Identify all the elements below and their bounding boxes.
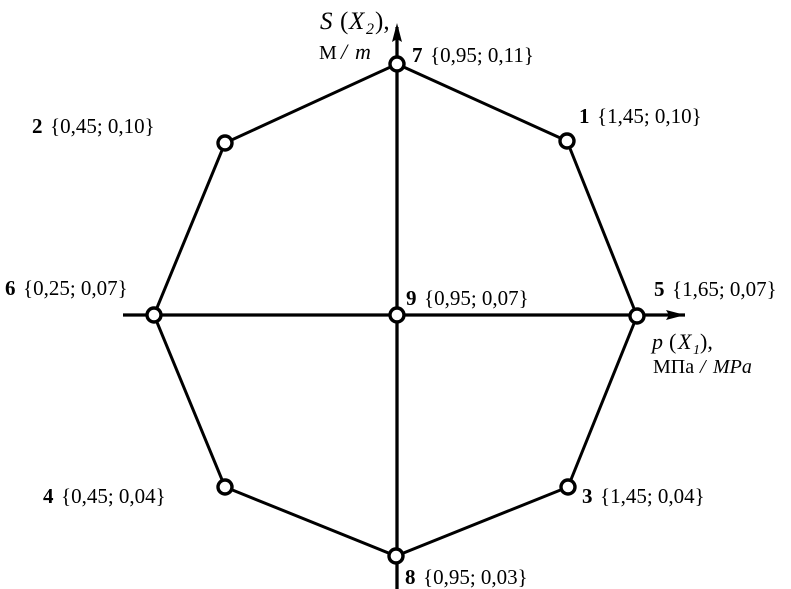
svg-text:1: 1 [579, 104, 590, 128]
svg-text:{0,95; 0,11}: {0,95; 0,11} [430, 43, 534, 67]
svg-text:S: S [320, 8, 333, 35]
svg-text:/: / [699, 356, 708, 378]
svg-text:X: X [348, 8, 366, 35]
svg-text:3: 3 [582, 484, 593, 508]
svg-text:8: 8 [405, 565, 416, 589]
svg-text:{0,95; 0,03}: {0,95; 0,03} [423, 565, 528, 589]
svg-text:МПа: МПа [653, 356, 694, 378]
svg-text:{1,45; 0,04}: {1,45; 0,04} [600, 484, 705, 508]
svg-text:/: / [339, 39, 349, 64]
svg-text:{0,45; 0,10}: {0,45; 0,10} [50, 114, 155, 138]
svg-text:{0,45; 0,04}: {0,45; 0,04} [61, 484, 166, 508]
svg-text:6: 6 [5, 276, 16, 300]
svg-text:9: 9 [406, 286, 417, 310]
svg-text:m: m [355, 39, 371, 64]
svg-text:{1,45; 0,10}: {1,45; 0,10} [597, 104, 702, 128]
svg-text:2: 2 [366, 21, 374, 38]
svg-text:),: ), [700, 329, 713, 354]
svg-text:{0,95; 0,07}: {0,95; 0,07} [424, 286, 529, 310]
svg-text:p: p [650, 329, 663, 354]
svg-text:2: 2 [32, 114, 43, 138]
svg-text:{1,65; 0,07}: {1,65; 0,07} [672, 277, 777, 301]
svg-text:М: М [319, 42, 337, 64]
svg-text:(: ( [340, 8, 348, 35]
svg-text:5: 5 [654, 277, 665, 301]
svg-text:4: 4 [43, 484, 54, 508]
svg-text:7: 7 [412, 43, 423, 67]
svg-text:{0,25; 0,07}: {0,25; 0,07} [23, 276, 128, 300]
svg-text:MPa: MPa [712, 356, 752, 378]
svg-text:X: X [677, 329, 693, 354]
svg-text:(: ( [669, 329, 676, 354]
svg-text:),: ), [375, 8, 390, 35]
